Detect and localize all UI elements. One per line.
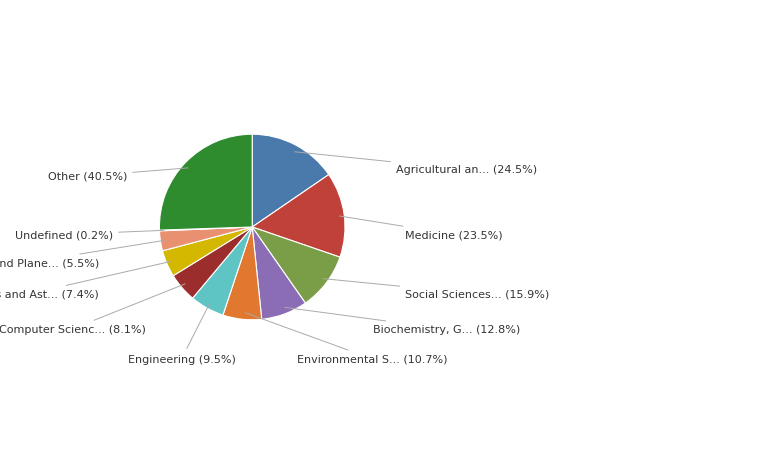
Wedge shape [162, 228, 252, 276]
Text: Environmental S... (10.7%): Environmental S... (10.7%) [245, 313, 447, 364]
Text: Agricultural an... (24.5%): Agricultural an... (24.5%) [295, 152, 537, 175]
Wedge shape [223, 228, 262, 320]
Wedge shape [160, 228, 252, 251]
Text: Social Sciences... (15.9%): Social Sciences... (15.9%) [323, 279, 549, 299]
Wedge shape [252, 175, 345, 258]
Text: Physics and Ast... (7.4%): Physics and Ast... (7.4%) [0, 262, 171, 299]
Wedge shape [192, 228, 252, 315]
Wedge shape [252, 135, 329, 228]
Wedge shape [173, 228, 252, 298]
Text: Other (40.5%): Other (40.5%) [47, 168, 188, 182]
Text: Undefined (0.2%): Undefined (0.2%) [15, 230, 165, 240]
Wedge shape [252, 228, 306, 319]
Text: Engineering (9.5%): Engineering (9.5%) [127, 304, 235, 364]
Wedge shape [252, 228, 340, 303]
Text: Medicine (23.5%): Medicine (23.5%) [340, 217, 503, 240]
Wedge shape [160, 228, 252, 231]
Wedge shape [159, 135, 252, 231]
Text: Computer Scienc... (8.1%): Computer Scienc... (8.1%) [0, 284, 185, 334]
Text: Biochemistry, G... (12.8%): Biochemistry, G... (12.8%) [285, 308, 520, 334]
Text: Earth and Plane... (5.5%): Earth and Plane... (5.5%) [0, 241, 165, 268]
